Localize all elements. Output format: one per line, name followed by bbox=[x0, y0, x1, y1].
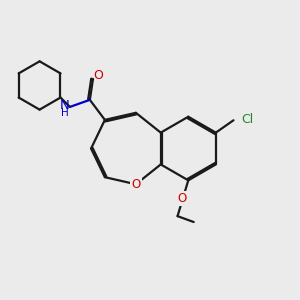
Text: O: O bbox=[93, 69, 103, 82]
Text: N: N bbox=[60, 99, 69, 112]
Text: O: O bbox=[131, 178, 140, 191]
Text: Cl: Cl bbox=[242, 112, 254, 126]
Text: O: O bbox=[177, 192, 187, 205]
Text: H: H bbox=[61, 108, 68, 118]
